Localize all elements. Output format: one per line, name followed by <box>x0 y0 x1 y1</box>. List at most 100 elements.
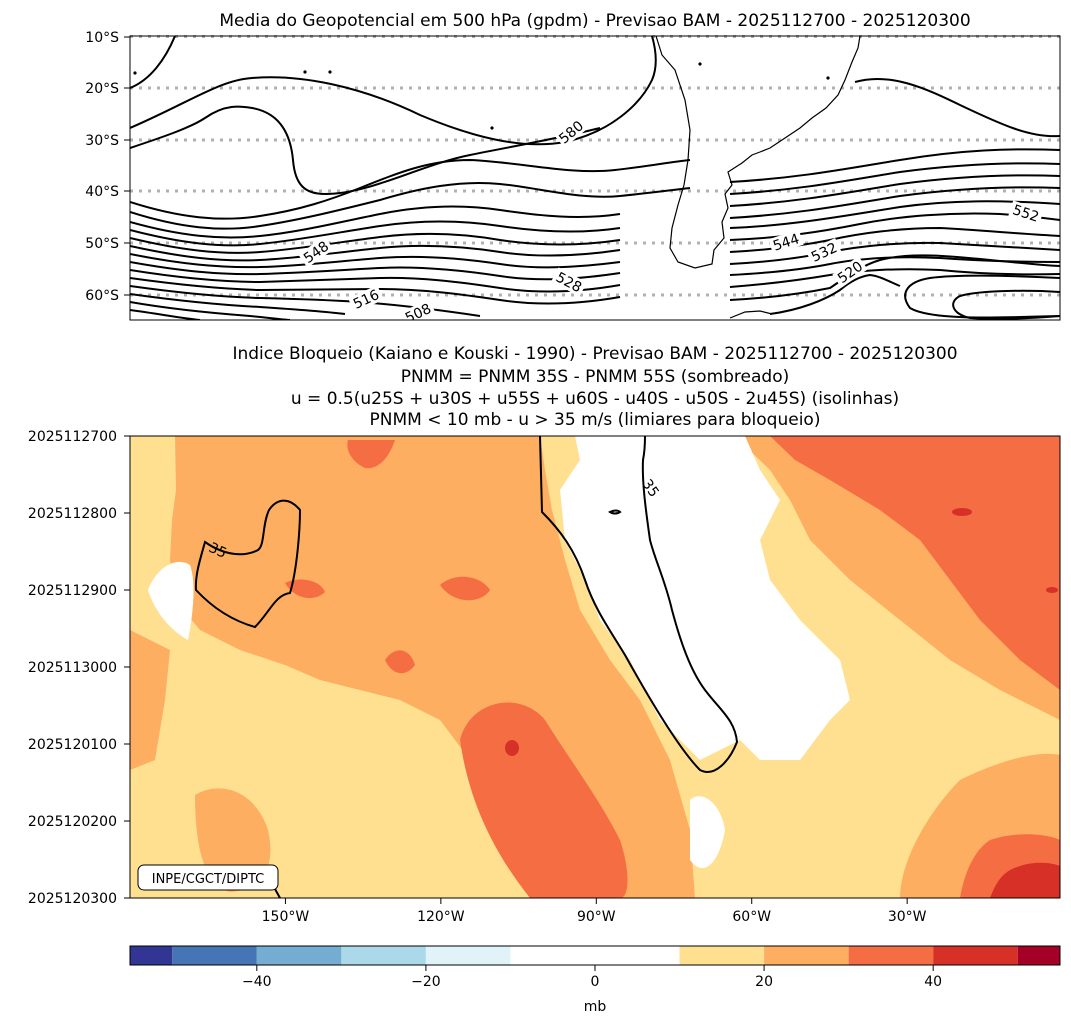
shading-below-10 <box>148 561 194 640</box>
contour-label-544: 544 <box>771 231 801 255</box>
colorbar-tick-label: 0 <box>591 974 600 990</box>
isoline-label-35-west: 35 <box>206 540 229 562</box>
hovmoller-title-line-1: Indice Bloqueio (Kaiano e Kouski - 1990)… <box>232 344 957 364</box>
y-tick-label: 50°S <box>85 236 119 252</box>
contour-line <box>130 244 621 262</box>
hovmoller-title-line-4: PNMM < 10 mb - u > 35 m/s (limiares para… <box>370 410 821 430</box>
contour-line <box>729 186 1060 219</box>
hovmoller-title-line-3: u = 0.5(u25S + u30S + u55S + u60S - u40S… <box>291 389 899 409</box>
contour-line <box>130 232 621 254</box>
contour-line <box>130 261 621 281</box>
contour-line <box>130 277 621 305</box>
isoline-u35-west <box>194 499 302 629</box>
y-tick-label: 10°S <box>85 30 119 46</box>
contour-line <box>729 162 1060 195</box>
colorbar-tick-label: 40 <box>924 974 942 990</box>
shading-40-50 <box>952 508 972 516</box>
contour-line <box>130 36 176 89</box>
colorbar: −40 −20 0 20 40 <box>129 945 1061 990</box>
x-tick-label: 120°W <box>417 909 465 925</box>
island-coast <box>729 310 773 319</box>
y-tick-label: 30°S <box>85 133 119 149</box>
contour-line <box>729 241 1060 265</box>
credit-box: INPE/CGCT/DIPTC <box>137 864 279 891</box>
shading-30-40 <box>347 440 395 469</box>
colorbar-segment <box>679 946 765 965</box>
shading-below-10 <box>690 796 725 869</box>
contour-line <box>130 269 621 293</box>
shading-20-30 <box>130 630 170 770</box>
y-tick-label: 2025112700 <box>28 429 117 445</box>
colorbar-tick-label: −40 <box>242 974 272 990</box>
contour-line <box>729 268 1060 288</box>
south-america-coast <box>655 36 861 269</box>
shading-30-40 <box>285 579 325 599</box>
contour-label-552: 552 <box>1011 202 1041 225</box>
x-tick-label: 60°W <box>732 909 771 925</box>
y-tick-label: 2025120300 <box>28 891 117 907</box>
colorbar-tick-label: 20 <box>755 974 773 990</box>
shading-30-40 <box>440 576 490 601</box>
contour-line <box>130 205 621 239</box>
contour-line <box>130 220 621 247</box>
shading-30-40 <box>460 702 628 898</box>
top-map-title: Media do Geopotencial em 500 hPa (gpdm) … <box>219 11 970 31</box>
x-tick-label: 30°W <box>888 909 927 925</box>
shading-40-50 <box>990 862 1060 898</box>
contour-line <box>729 148 1060 183</box>
x-tick-label: 150°W <box>262 909 310 925</box>
contour-line <box>729 200 1060 229</box>
hovmoller-y-axis: 2025112700 2025112800 2025112900 2025113… <box>28 429 130 907</box>
contour-line <box>130 253 621 269</box>
colorbar-segment <box>341 946 426 965</box>
isoline-u35-east <box>539 436 739 773</box>
contour-line <box>769 273 901 315</box>
contour-line <box>130 301 291 320</box>
contour-line <box>130 181 691 230</box>
contour-line <box>130 309 201 320</box>
coastline <box>133 36 861 319</box>
contour-line <box>729 174 1060 207</box>
y-tick-label: 2025120100 <box>28 737 117 753</box>
hovmoller-panel: 35 35 <box>129 435 1061 899</box>
colorbar-segment <box>172 946 257 965</box>
shading-40-50 <box>1046 587 1058 593</box>
shading-below-10 <box>545 436 850 760</box>
colorbar-segment <box>1017 946 1060 965</box>
colorbar-segment <box>256 946 342 965</box>
contour-line <box>130 158 691 220</box>
top-map-frame <box>129 35 1061 321</box>
colorbar-segment <box>130 946 173 965</box>
isoline-u35-small <box>608 509 622 515</box>
x-tick-label: 90°W <box>577 909 616 925</box>
shading-40-50 <box>505 740 519 756</box>
contour-line <box>854 77 1060 138</box>
y-tick-label: 60°S <box>85 288 119 304</box>
contour-line <box>130 36 657 146</box>
contour-line <box>130 293 346 315</box>
colorbar-segment <box>848 946 934 965</box>
contour-line <box>130 105 601 196</box>
y-tick-label: 2025113000 <box>28 660 117 676</box>
hovmoller-x-axis: 150°W 120°W 90°W 60°W 30°W <box>262 898 927 925</box>
hovmoller-title-line-2: PNMM = PNMM 35S - PNMM 55S (sombreado) <box>401 367 790 387</box>
y-tick-label: 40°S <box>85 184 119 200</box>
colorbar-tick-label: −20 <box>411 974 441 990</box>
contour-line <box>729 254 1060 301</box>
y-tick-label: 20°S <box>85 81 119 97</box>
credit-text: INPE/CGCT/DIPTC <box>152 872 264 887</box>
top-map-y-axis: 10°S 20°S 30°S 40°S 50°S 60°S <box>85 30 130 304</box>
contour-line <box>904 274 1060 319</box>
contour-line <box>952 289 1060 320</box>
y-tick-label: 2025112900 <box>28 583 117 599</box>
shading-30-40 <box>385 650 415 674</box>
y-tick-label: 2025120200 <box>28 814 117 830</box>
shading-30-40 <box>770 436 1060 690</box>
hovmoller-title: Indice Bloqueio (Kaiano e Kouski - 1990)… <box>232 344 957 430</box>
top-map-panel: 580 552 548 544 532 528 520 516 508 <box>129 35 1061 321</box>
colorbar-segment <box>510 946 680 965</box>
colorbar-segment <box>933 946 1018 965</box>
colorbar-label: mb <box>584 999 607 1015</box>
contour-labels: 580 552 548 544 532 528 520 516 508 <box>298 116 1044 320</box>
y-tick-label: 2025112800 <box>28 506 117 522</box>
